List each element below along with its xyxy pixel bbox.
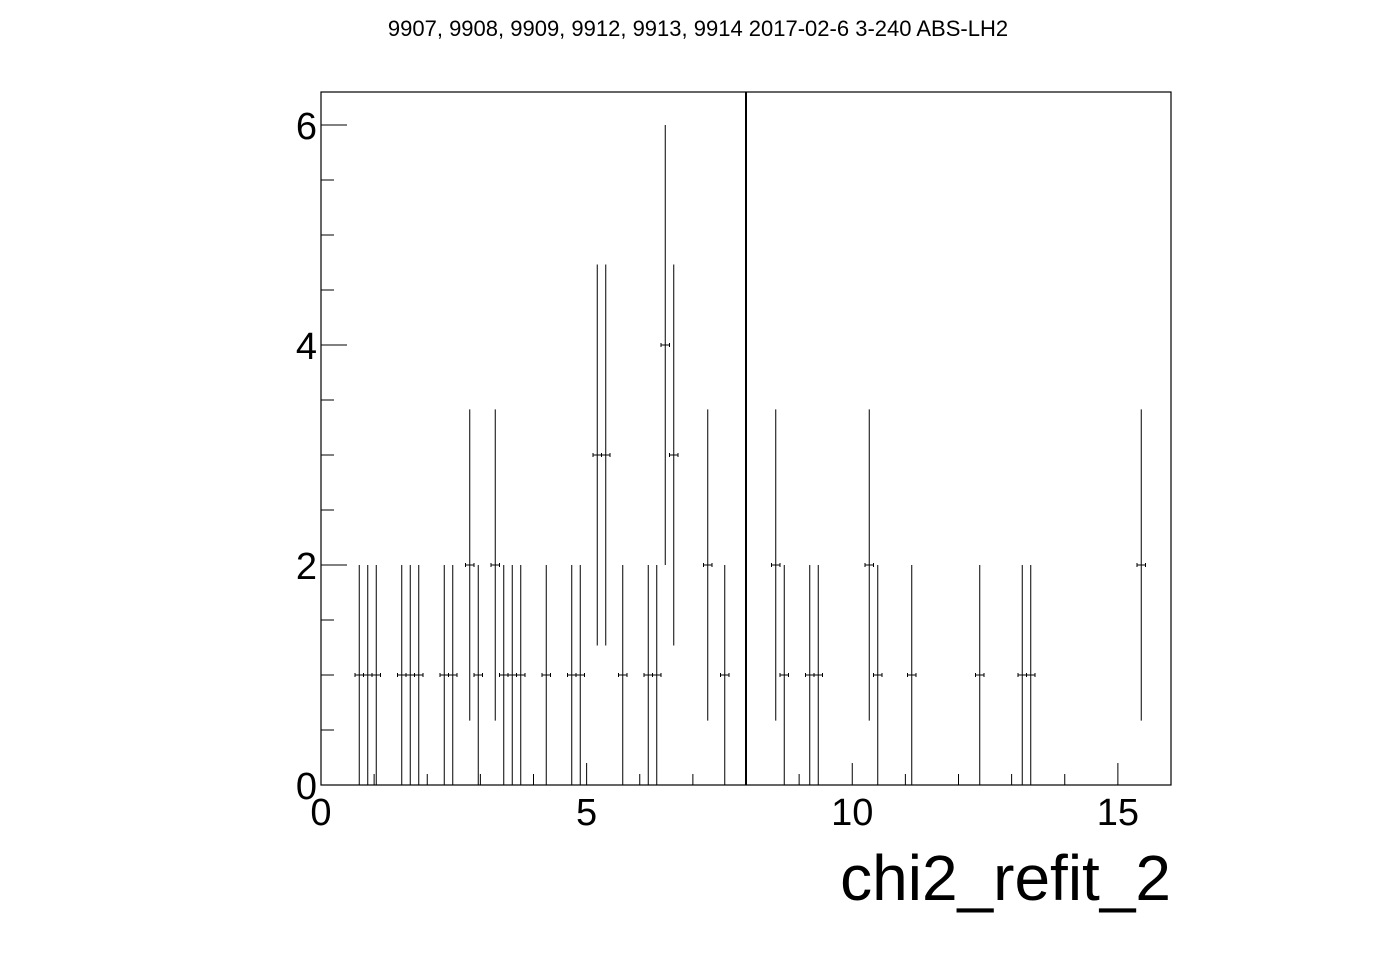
x-tick-label: 5 xyxy=(576,792,597,834)
data-point xyxy=(1027,565,1036,785)
y-tick-label: 4 xyxy=(296,326,317,368)
data-point xyxy=(500,565,509,785)
data-point xyxy=(542,565,551,785)
data-point xyxy=(406,565,415,785)
data-point xyxy=(661,125,670,565)
data-point xyxy=(517,565,526,785)
data-point xyxy=(908,565,917,785)
data-point xyxy=(806,565,815,785)
data-point xyxy=(976,565,985,785)
data-point xyxy=(1018,565,1027,785)
data-point xyxy=(593,264,602,645)
data-point xyxy=(721,565,730,785)
x-tick-labels: 0 5 10 15 xyxy=(310,792,1139,834)
data-point xyxy=(491,409,500,720)
data-point xyxy=(372,565,381,785)
data-points xyxy=(355,125,1146,785)
data-point xyxy=(576,565,585,785)
data-point xyxy=(874,565,883,785)
data-point xyxy=(865,409,874,720)
data-point xyxy=(772,409,781,720)
data-point xyxy=(704,409,713,720)
data-point xyxy=(449,565,458,785)
data-point xyxy=(415,565,424,785)
data-point xyxy=(644,565,653,785)
data-point xyxy=(780,565,789,785)
data-point xyxy=(568,565,577,785)
data-point xyxy=(653,565,662,785)
data-point xyxy=(398,565,407,785)
y-tick-labels: 0 2 4 6 xyxy=(296,106,317,808)
x-axis-label: chi2_refit_2 xyxy=(840,842,1171,914)
data-point xyxy=(474,565,483,785)
data-point xyxy=(466,409,475,720)
major-ticks xyxy=(321,125,1118,785)
data-point xyxy=(355,565,364,785)
y-tick-label: 0 xyxy=(296,766,317,808)
data-point xyxy=(670,264,679,645)
data-point xyxy=(814,565,823,785)
data-point xyxy=(602,264,611,645)
x-tick-label: 15 xyxy=(1097,792,1139,834)
y-tick-label: 6 xyxy=(296,106,317,148)
data-point xyxy=(619,565,628,785)
data-point xyxy=(440,565,449,785)
x-tick-label: 10 xyxy=(831,792,873,834)
data-point xyxy=(508,565,517,785)
data-point xyxy=(1137,409,1146,720)
data-point xyxy=(364,565,373,785)
y-tick-label: 2 xyxy=(296,546,317,588)
